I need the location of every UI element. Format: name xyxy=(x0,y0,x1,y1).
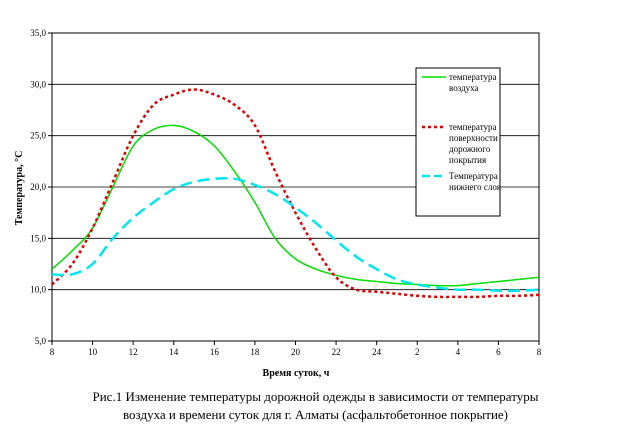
legend-label-line: покрытия xyxy=(449,155,486,165)
x-tick-label: 22 xyxy=(332,347,341,357)
legend-label-line: Температура xyxy=(449,171,498,181)
legend-label-line: температура xyxy=(449,72,497,82)
legend-label-line: нижнего слоя xyxy=(449,182,501,192)
y-tick-label: 20,0 xyxy=(30,182,46,192)
series-air-temperature xyxy=(51,124,540,287)
legend-label-line: воздуха xyxy=(449,83,479,93)
series-surface-temperature xyxy=(51,88,540,299)
x-tick-label: 14 xyxy=(169,347,179,357)
y-tick-label: 30,0 xyxy=(30,79,46,89)
x-tick-label: 20 xyxy=(291,347,301,357)
figure-caption: Рис.1 Изменение температуры дорожной оде… xyxy=(0,388,631,424)
caption-line-1: Рис.1 Изменение температуры дорожной оде… xyxy=(92,389,539,404)
y-tick-label: 35,0 xyxy=(30,28,46,38)
y-tick-label: 25,0 xyxy=(30,131,46,141)
legend-label-line: поверхности xyxy=(449,133,498,143)
legend-label-line: температура xyxy=(449,122,497,132)
legend-label: Температура нижнего слоя xyxy=(449,171,501,192)
x-tick-label: 18 xyxy=(250,347,260,357)
y-axis-label: Температура, °С xyxy=(14,151,25,226)
legend-label-line: дорожного xyxy=(449,144,491,154)
x-tick-label: 16 xyxy=(210,347,220,357)
x-tick-label: 4 xyxy=(456,347,461,357)
legend-label: температура поверхности дорожного покрытия xyxy=(449,122,498,165)
y-tick-label: 5,0 xyxy=(35,336,47,346)
x-axis-label: Время суток, ч xyxy=(263,368,330,379)
series-lower-layer-temperature xyxy=(51,176,540,293)
legend-box xyxy=(415,67,501,217)
y-tick-label: 15,0 xyxy=(30,233,46,243)
legend-label: температура воздуха xyxy=(449,72,497,93)
x-tick-label: 2 xyxy=(415,347,420,357)
chart: 5,0 10,0 15,0 20,0 25,0 30,0 35,0 8 10 12 14 16 18 2… xyxy=(14,28,542,379)
x-tick-labels: 8 10 12 14 16 18 20 22 24 2 4 6 8 xyxy=(50,347,542,357)
x-tick-label: 12 xyxy=(129,347,138,357)
x-tick-label: 8 xyxy=(537,347,542,357)
caption-line-2: воздуха и времени суток для г. Алматы (а… xyxy=(123,407,508,422)
axes xyxy=(48,32,540,345)
x-tick-label: 10 xyxy=(88,347,98,357)
x-tick-label: 6 xyxy=(496,347,501,357)
y-tick-labels: 5,0 10,0 15,0 20,0 25,0 30,0 35,0 xyxy=(30,28,46,346)
series-lines xyxy=(51,88,540,299)
y-tick-label: 10,0 xyxy=(30,285,46,295)
x-tick-label: 24 xyxy=(372,347,382,357)
x-tick-label: 8 xyxy=(50,347,55,357)
